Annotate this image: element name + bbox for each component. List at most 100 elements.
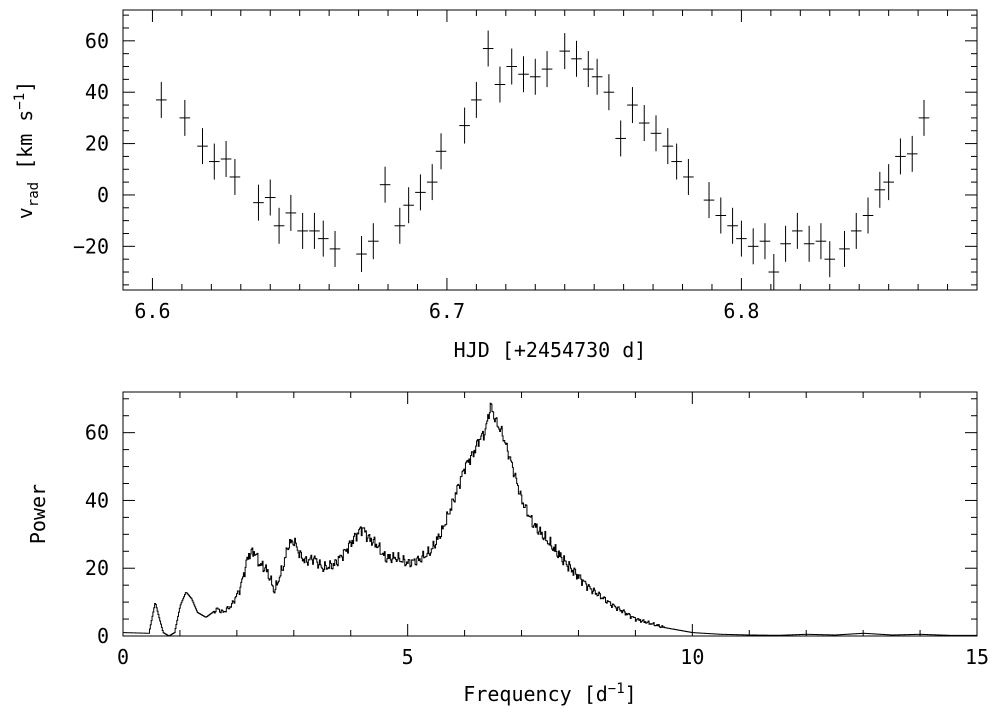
periodogram-x-tick-label: 5 (402, 645, 414, 669)
rv-data-point (839, 230, 850, 267)
rv-data-point (627, 87, 638, 124)
rv-data-point (482, 30, 494, 67)
rv-data-point (736, 220, 747, 257)
periodogram-y-tick-label: 40 (85, 488, 109, 512)
rv-data-point (747, 228, 759, 265)
rv-y-axis-label: vrad [km s−1] (12, 81, 42, 220)
rv-data-point (273, 207, 285, 244)
rv-data-point (883, 164, 894, 201)
rv-data-point (264, 179, 276, 216)
rv-ylabel-sup: −1 (12, 93, 28, 110)
rv-data-point (591, 58, 603, 95)
rv-x-tick-label: 6.7 (429, 299, 465, 323)
rv-data-point (874, 171, 886, 208)
rv-y-tick-label: 60 (85, 29, 109, 53)
periodogram-x-tick-label: 10 (680, 645, 704, 669)
rv-data-point (815, 223, 827, 260)
rv-plot-frame (122, 9, 978, 291)
rv-data-point (197, 128, 208, 165)
rv-data-point (506, 48, 518, 85)
periodogram-plot-frame (122, 391, 978, 637)
rv-data-point (518, 56, 529, 93)
rv-data-point (220, 141, 232, 177)
periodogram-panel: 0 5 10 15 0 20 40 60 Frequency [d−1] Power (26, 391, 989, 706)
rv-data-point (179, 99, 191, 136)
periodogram-xlabel-sup: −1 (608, 681, 625, 697)
rv-ylabel-sub: rad (26, 182, 42, 207)
rv-data-point (918, 99, 930, 136)
rv-data-point (559, 33, 571, 70)
rv-data-point (529, 58, 541, 95)
rv-data-point (650, 115, 662, 152)
rv-data-point (426, 164, 438, 201)
rv-data-point (329, 230, 341, 267)
rv-data-point (780, 225, 791, 262)
rv-data-point (253, 184, 264, 221)
periodogram-xlabel-end: ] (625, 682, 637, 706)
rv-data-point (906, 135, 918, 172)
rv-data-point (638, 105, 650, 142)
rv-data-point (803, 225, 815, 262)
rv-y-tick-label: 0 (97, 183, 109, 207)
rv-x-tick-label: 6.6 (134, 299, 170, 323)
periodogram-tick-labels: 0 5 10 15 0 20 40 60 (85, 421, 989, 669)
periodogram-x-axis-label: Frequency [d−1] (463, 681, 636, 706)
periodogram-series-line (123, 402, 977, 637)
rv-data-point (155, 81, 167, 118)
rv-x-tick-label: 6.8 (723, 299, 759, 323)
rv-ylabel-main: v (13, 207, 37, 219)
rv-data-point (459, 107, 470, 144)
rv-ylabel-end: ] (13, 81, 37, 93)
rv-data-point (768, 254, 780, 290)
periodogram-y-tick-label: 60 (85, 421, 109, 445)
rv-data-point (759, 223, 771, 260)
rv-data-point (571, 40, 582, 77)
rv-data-point (309, 212, 320, 249)
rv-data-point (895, 138, 906, 175)
rv-data-point (792, 212, 803, 249)
rv-y-tick-label: −20 (73, 234, 109, 258)
periodogram-x-tick-label: 15 (965, 645, 989, 669)
rv-data-point (615, 120, 626, 157)
rv-data-point (297, 212, 308, 249)
rv-data-point (317, 220, 329, 257)
rv-data-point (471, 81, 482, 118)
rv-y-tick-label: 40 (85, 80, 109, 104)
periodogram-xlabel-main: Frequency [d (463, 682, 608, 706)
rv-data-point (494, 66, 506, 103)
rv-x-axis-label: HJD [+2454730 d] (454, 338, 647, 362)
rv-data-point (850, 212, 862, 249)
rv-data-point (715, 197, 727, 234)
rv-data-point (603, 74, 615, 111)
rv-data-point (229, 158, 241, 195)
rv-data-points (155, 30, 930, 290)
periodogram-x-tick-label: 0 (117, 645, 129, 669)
rv-data-point (727, 207, 738, 244)
rv-data-point (541, 51, 553, 88)
rv-y-tick-label: 20 (85, 132, 109, 156)
rv-data-point (662, 128, 674, 165)
rv-data-point (394, 207, 406, 244)
rv-data-point (379, 166, 391, 203)
periodogram-ticks (122, 392, 978, 637)
rv-data-point (356, 236, 367, 273)
rv-ticks (122, 10, 978, 290)
rv-tick-labels: 6.6 6.7 6.8 −20 0 20 40 60 (73, 29, 760, 323)
rv-data-point (415, 174, 426, 211)
rv-data-point (683, 158, 694, 195)
rv-data-point (285, 194, 297, 231)
periodogram-y-axis-label: Power (26, 484, 50, 544)
rv-panel: 6.6 6.7 6.8 −20 0 20 40 60 HJD [+2454730 d] vra… (12, 9, 978, 362)
rv-data-point (671, 143, 682, 180)
rv-data-point (403, 187, 414, 224)
rv-data-point (862, 197, 874, 234)
periodogram-y-tick-label: 20 (85, 556, 109, 580)
periodogram-y-tick-label: 0 (97, 624, 109, 648)
rv-data-point (368, 223, 379, 260)
rv-data-point (582, 51, 594, 88)
rv-ylabel-unit: [km s (13, 110, 37, 182)
rv-data-point (824, 241, 836, 278)
rv-data-point (435, 133, 447, 170)
rv-data-point (703, 182, 715, 219)
